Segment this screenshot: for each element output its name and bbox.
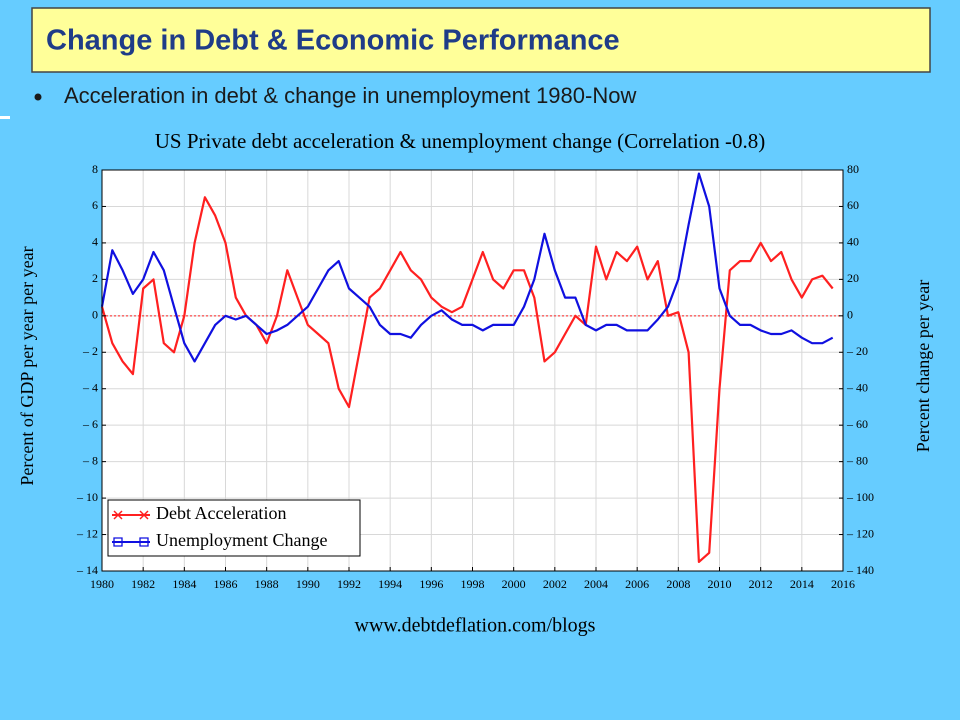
legend-box (107, 499, 361, 557)
y-tick-label: – 14 (76, 563, 98, 577)
x-tick-label: 1982 (131, 577, 155, 591)
legend-label: Unemployment Change (156, 530, 327, 550)
series-line (100, 172, 834, 363)
lines (100, 172, 834, 563)
legend-marker (113, 510, 149, 520)
x-tick-label: 2014 (790, 577, 814, 591)
x-tick-label: 2004 (584, 577, 608, 591)
x-tick-label: 2008 (666, 577, 690, 591)
y-tick-label: – 4 (82, 380, 98, 394)
legend-marker (113, 537, 149, 547)
x-tick-label: 1992 (337, 577, 361, 591)
y-tick-label: – 8 (82, 453, 98, 467)
chart-title: US Private debt acceleration & unemploym… (155, 129, 766, 153)
y-axis-label: Percent of GDP per year per year (17, 246, 37, 485)
x-tick-label: 2016 (831, 577, 855, 591)
y-tick-label: 0 (92, 308, 98, 322)
x-tick-label: 2010 (708, 577, 732, 591)
x-tick-label: 1988 (255, 577, 279, 591)
decoration (0, 116, 10, 119)
y-tick-label: 4 (92, 235, 98, 249)
y2-tick-label: – 40 (846, 380, 868, 394)
slide-title: Change in Debt & Economic Performance (46, 25, 620, 57)
y2-tick-label: 0 (847, 308, 853, 322)
y2-tick-label: – 60 (846, 417, 868, 431)
x-tick-label: 2006 (625, 577, 649, 591)
y2-tick-label: 40 (847, 235, 859, 249)
y2-tick-label: 80 (847, 162, 859, 176)
legend-label: Debt Acceleration (156, 503, 286, 523)
x-tick-label: 1996 (419, 577, 443, 591)
x-tick-label: 1986 (214, 577, 238, 591)
x-tick-label: 1990 (296, 577, 320, 591)
x-tick-label: 1994 (378, 577, 402, 591)
x-tick-label: 2002 (543, 577, 567, 591)
y2-tick-label: – 120 (846, 526, 874, 540)
y-tick-label: 8 (92, 162, 98, 176)
x-tick-label: 1984 (172, 577, 196, 591)
x-tick-label: 1980 (90, 577, 114, 591)
series-line (100, 196, 834, 563)
x-tick-label: 1998 (461, 577, 485, 591)
title-box (31, 7, 931, 73)
bullet-dot (34, 93, 42, 101)
x-tick-label: 2000 (502, 577, 526, 591)
y-tick-label: – 6 (82, 417, 98, 431)
x-tick-label: 2012 (749, 577, 773, 591)
y-tick-label: 2 (92, 271, 98, 285)
legend: Debt Acceleration Unemployment Change (107, 499, 361, 557)
y2-tick-label: – 80 (846, 453, 868, 467)
y2-tick-label: – 100 (846, 490, 874, 504)
y2-tick-label: – 20 (846, 344, 868, 358)
y2-tick-label: 20 (847, 271, 859, 285)
bullet-text: Acceleration in debt & change in unemplo… (64, 83, 636, 108)
y-tick-label: – 2 (82, 344, 98, 358)
source: www.debtdeflation.com/blogs (355, 615, 596, 637)
y2-tick-label: – 140 (846, 563, 874, 577)
y-tick-label: 6 (92, 198, 98, 212)
y-tick-label: – 10 (76, 490, 98, 504)
y2-tick-label: 60 (847, 198, 859, 212)
y-tick-label: – 12 (76, 526, 98, 540)
y2-axis-label: Percent change per year (913, 280, 933, 452)
